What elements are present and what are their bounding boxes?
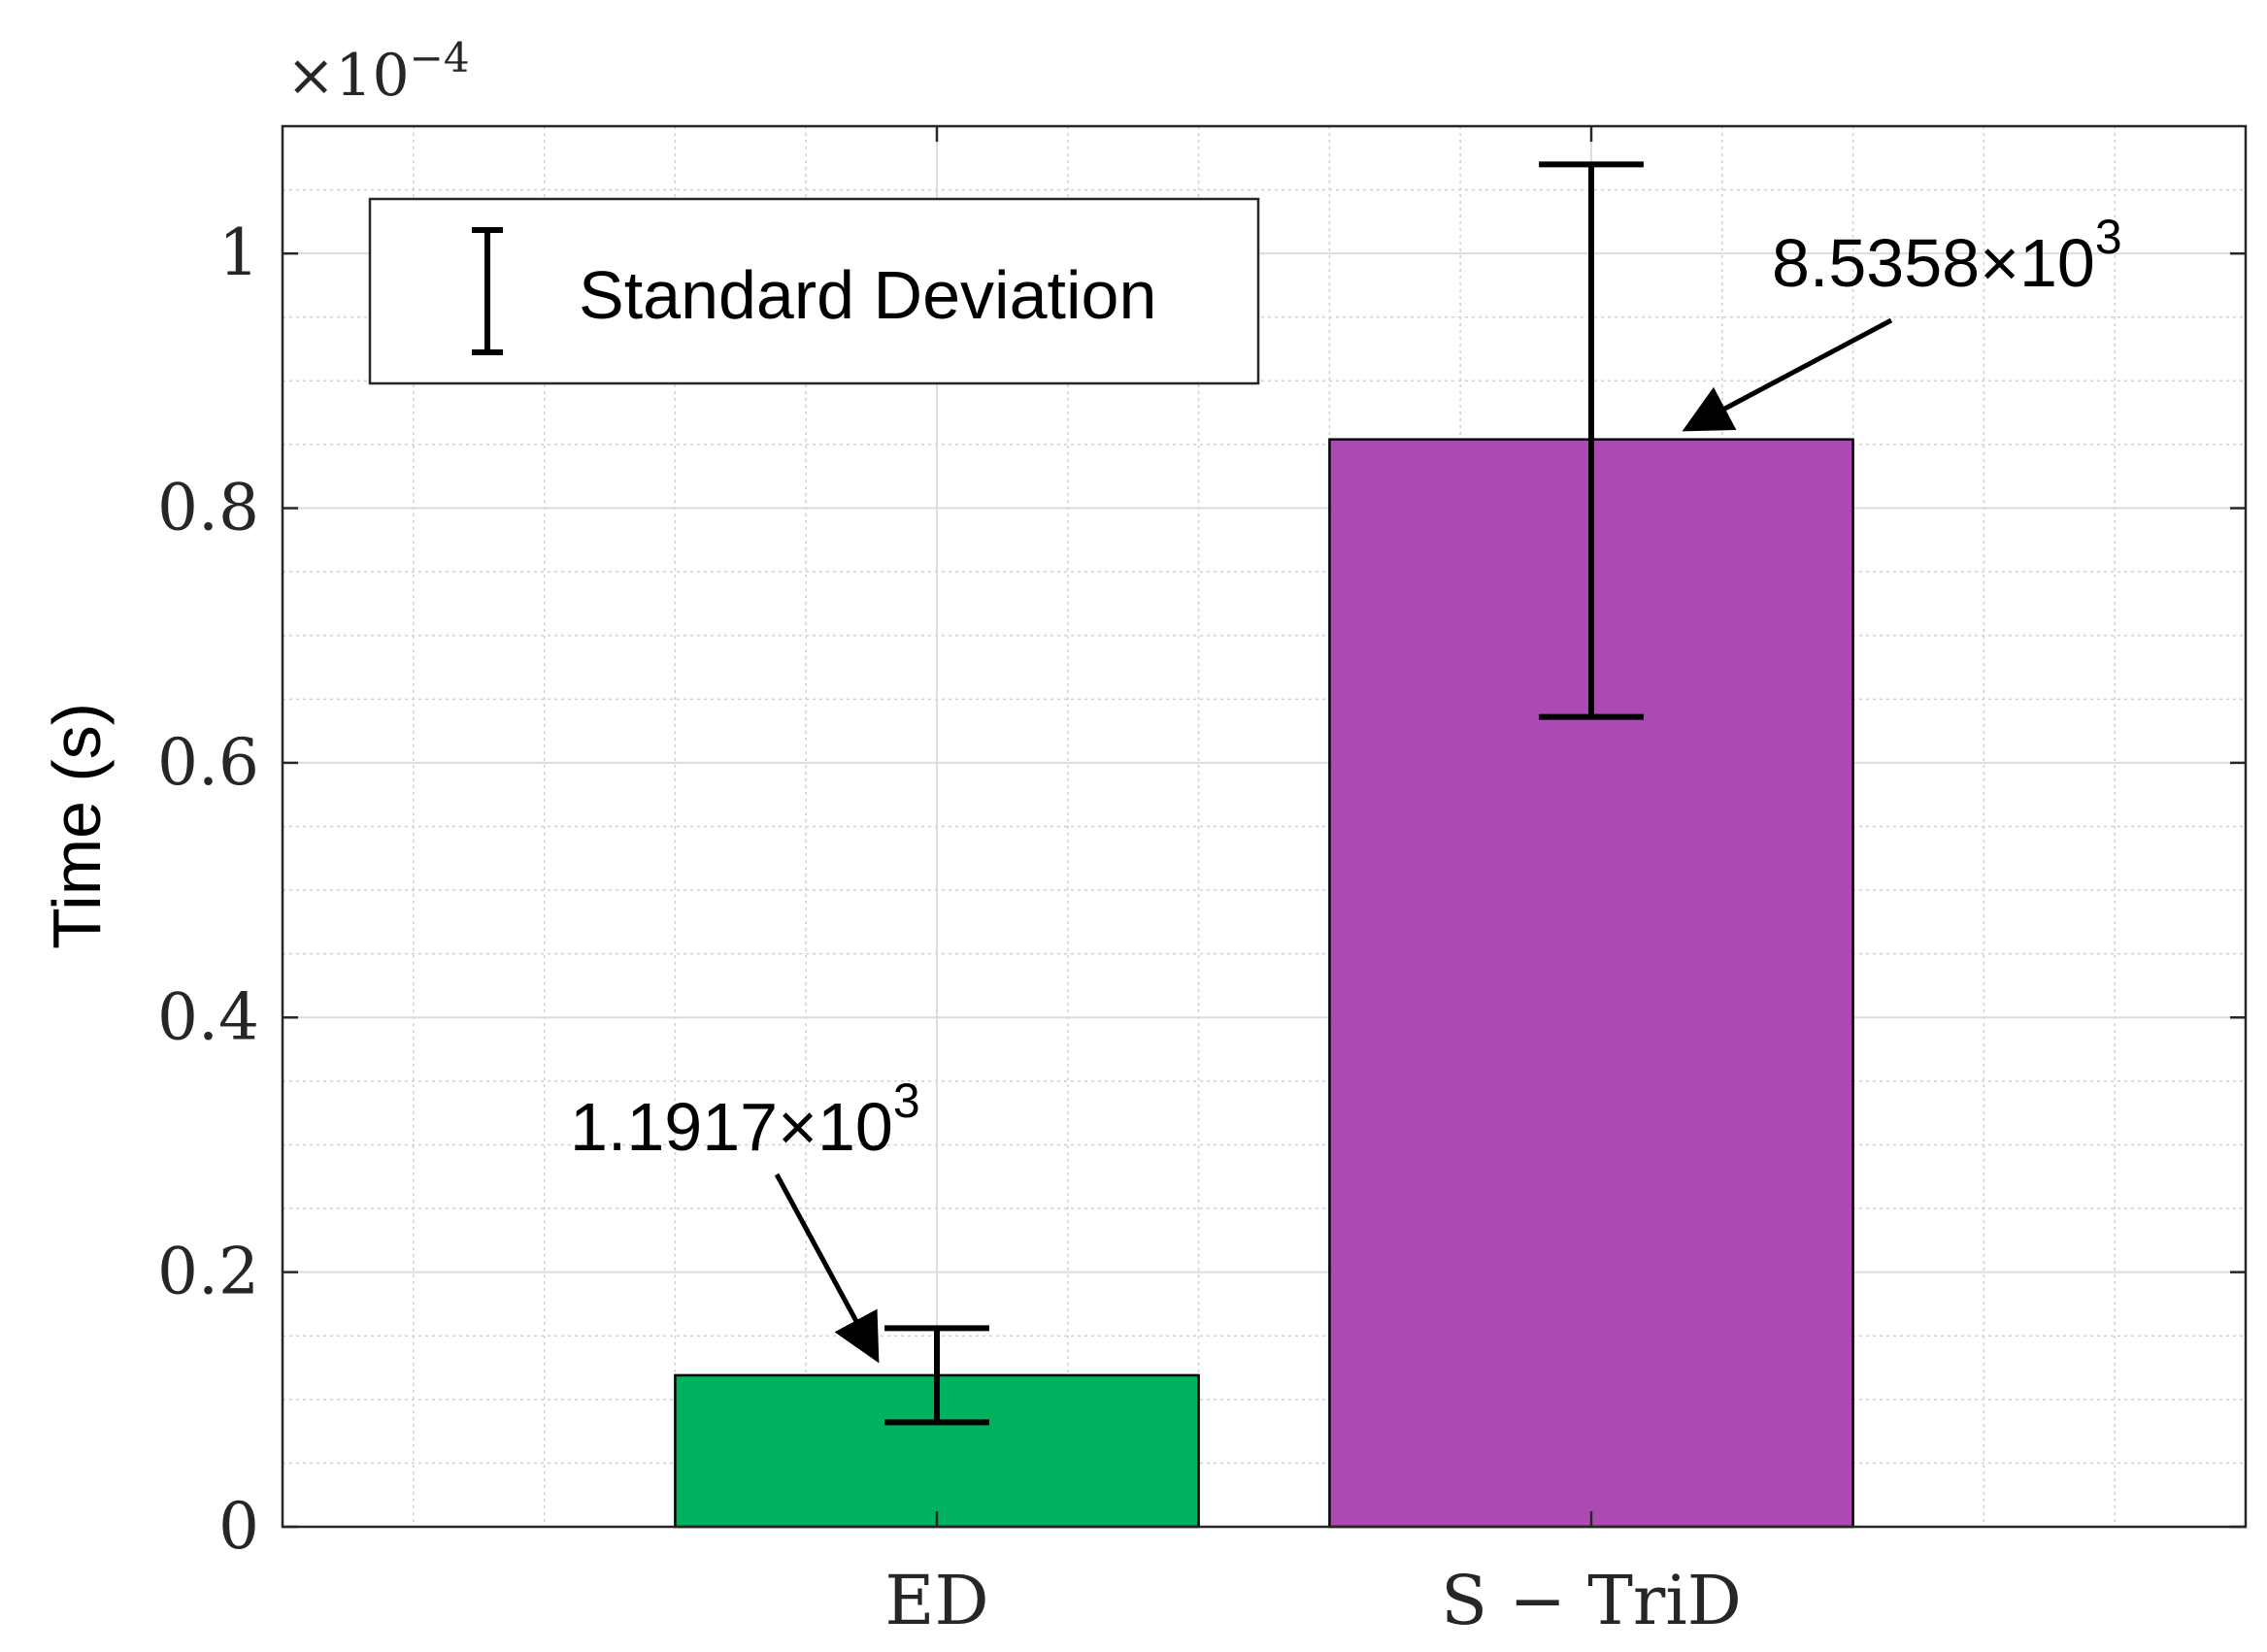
y-tick-label: 0.4 (157, 979, 259, 1054)
bars (674, 438, 1854, 1529)
value-annotation: 8.5358×103 (1682, 210, 2122, 432)
legend-box (368, 197, 1260, 385)
y-tick-labels: 0 0.2 0.4 0.6 0.8 1 (157, 215, 259, 1564)
y-axis-label: Time (s) (39, 703, 115, 949)
error-bar (1539, 161, 1644, 720)
legend: Standard Deviation (368, 197, 1260, 385)
plot-frame (281, 124, 2248, 1529)
legend-errorbar-icon (472, 227, 503, 355)
y-tick-label: 0 (218, 1489, 259, 1564)
y-tick-label: 1 (218, 215, 259, 290)
annotation-arrow (774, 1173, 880, 1364)
y-tick-label: 0.8 (157, 471, 259, 545)
error-bars (884, 161, 1644, 1426)
legend-label: Standard Deviation (579, 257, 1156, 333)
annotation-label: 8.5358×103 (1772, 210, 2122, 301)
y-tick-label: 0.6 (157, 725, 259, 800)
y-axis-multiplier: ×10−4 (286, 34, 470, 110)
y-tick-label: 0.2 (157, 1235, 259, 1309)
value-annotation: 1.1917×103 (570, 1074, 920, 1364)
x-tick-label: ED (884, 1561, 988, 1640)
annotation-arrow (1682, 317, 1893, 432)
annotations: 1.1917×103 8.5358×103 (570, 210, 2122, 1364)
error-bar (884, 1325, 989, 1426)
x-tick-labels: ED S − TriD (884, 1561, 1742, 1640)
annotation-label: 1.1917×103 (570, 1074, 920, 1165)
axis-ticks (283, 126, 2246, 1529)
x-tick-label: S − TriD (1441, 1561, 1742, 1640)
